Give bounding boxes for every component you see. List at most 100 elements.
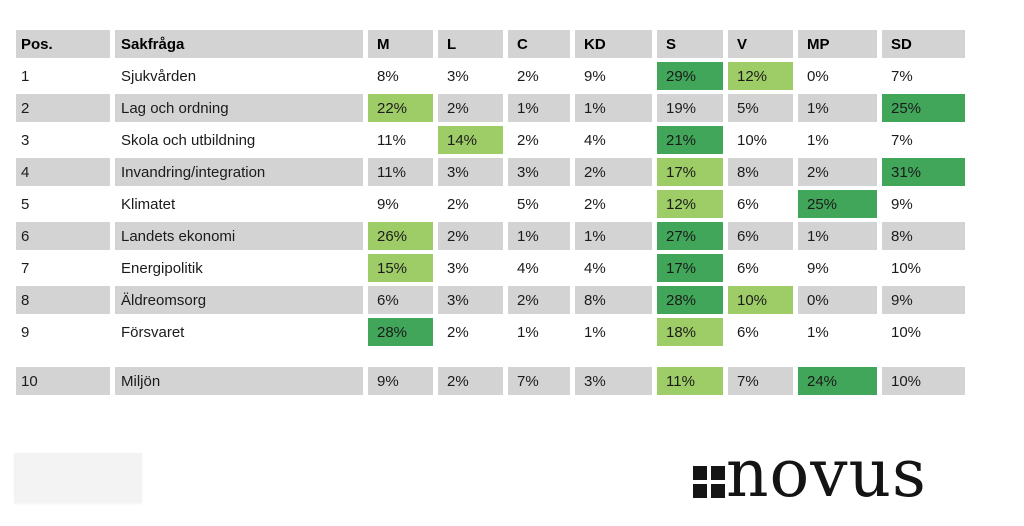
cell-value-c: 1% — [517, 323, 539, 341]
cell-position: 3 — [21, 131, 30, 149]
cell-value-c: 7% — [508, 367, 570, 395]
cell-value-v: 8% — [728, 158, 793, 186]
cell-value-m: 15% — [368, 254, 433, 282]
cell-position: 9 — [21, 323, 30, 341]
column-header-sd: SD — [882, 30, 965, 58]
cell-topic: Skola och utbildning — [121, 131, 256, 149]
cell-position: 5 — [21, 195, 30, 213]
cell-value-kd: 2% — [584, 195, 606, 213]
cell-value-s: 29% — [657, 62, 723, 90]
cell-value-kd: 2% — [575, 158, 652, 186]
table-section-gap — [16, 350, 965, 363]
cell-value-kd: 1% — [575, 222, 652, 250]
logo-square — [693, 484, 707, 498]
cell-value-sd: 8% — [882, 222, 965, 250]
cell-value-v: 6% — [737, 259, 759, 277]
cell-topic: Klimatet — [121, 195, 176, 213]
cell-topic: Energipolitik — [121, 259, 203, 277]
cell-value-c: 3% — [508, 158, 570, 186]
cell-value-c: 1% — [508, 222, 570, 250]
cell-value-m: 11% — [368, 158, 433, 186]
cell-value-sd: 31% — [882, 158, 965, 186]
cell-value-m: 11% — [377, 131, 406, 149]
cell-value-v: 10% — [728, 286, 793, 314]
cell-value-m: 26% — [368, 222, 433, 250]
cell-value-s: 28% — [657, 286, 723, 314]
cell-value-v: 5% — [728, 94, 793, 122]
cell-value-m: 28% — [368, 318, 433, 346]
cell-value-kd: 3% — [575, 367, 652, 395]
cell-value-mp: 0% — [798, 286, 877, 314]
cell-value-v: 6% — [737, 323, 759, 341]
cell-value-c: 2% — [517, 131, 539, 149]
cell-value-kd: 1% — [575, 94, 652, 122]
column-header-m: M — [368, 30, 433, 58]
cell-position: 10 — [16, 367, 110, 395]
cell-value-sd: 10% — [891, 323, 922, 341]
column-header-sakfraga: Sakfråga — [115, 30, 363, 58]
cell-value-s: 17% — [657, 254, 723, 282]
cell-value-mp: 1% — [798, 222, 877, 250]
cell-topic: Landets ekonomi — [115, 222, 363, 250]
cell-position: 4 — [16, 158, 110, 186]
cell-value-l: 14% — [438, 126, 503, 154]
cell-value-l: 2% — [447, 323, 469, 341]
cell-value-l: 2% — [438, 367, 503, 395]
cell-value-l: 3% — [447, 67, 469, 85]
cell-value-m: 8% — [377, 67, 399, 85]
cell-value-kd: 8% — [575, 286, 652, 314]
cell-value-s: 17% — [657, 158, 723, 186]
cell-value-kd: 4% — [584, 259, 606, 277]
cell-position: 8 — [16, 286, 110, 314]
cell-value-sd: 10% — [891, 259, 922, 277]
cell-value-s: 12% — [657, 190, 723, 218]
column-header-mp: MP — [798, 30, 877, 58]
logo-square — [693, 466, 707, 480]
cell-value-l: 3% — [447, 259, 469, 277]
column-header-l: L — [438, 30, 503, 58]
cell-position: 7 — [21, 259, 30, 277]
cell-value-mp: 1% — [807, 131, 829, 149]
cell-value-c: 4% — [517, 259, 539, 277]
bottom-left-placeholder-box — [14, 453, 142, 503]
cell-value-m: 22% — [368, 94, 433, 122]
cell-value-kd: 1% — [584, 323, 606, 341]
cell-value-mp: 0% — [807, 67, 829, 85]
cell-value-l: 3% — [438, 158, 503, 186]
cell-topic: Äldreomsorg — [115, 286, 363, 314]
cell-value-m: 9% — [368, 367, 433, 395]
cell-value-v: 6% — [728, 222, 793, 250]
cell-value-sd: 25% — [882, 94, 965, 122]
column-header-s: S — [657, 30, 723, 58]
logo-square — [711, 466, 725, 480]
cell-value-sd: 9% — [891, 195, 913, 213]
cell-value-s: 21% — [657, 126, 723, 154]
cell-value-kd: 4% — [584, 131, 606, 149]
cell-value-sd: 10% — [882, 367, 965, 395]
cell-value-v: 7% — [728, 367, 793, 395]
cell-value-sd: 9% — [882, 286, 965, 314]
column-header-pos: Pos. — [16, 30, 110, 58]
column-header-kd: KD — [575, 30, 652, 58]
cell-value-c: 2% — [508, 286, 570, 314]
cell-position: 1 — [21, 67, 30, 85]
cell-value-v: 6% — [737, 195, 759, 213]
cell-value-c: 1% — [508, 94, 570, 122]
cell-value-sd: 7% — [891, 67, 913, 85]
cell-topic: Invandring/integration — [115, 158, 363, 186]
cell-value-l: 3% — [438, 286, 503, 314]
cell-value-mp: 24% — [798, 367, 877, 395]
cell-topic: Sjukvården — [121, 67, 197, 85]
novus-logo-text: novus — [726, 435, 927, 512]
cell-value-m: 9% — [377, 195, 399, 213]
cell-value-s: 27% — [657, 222, 723, 250]
column-header-c: C — [508, 30, 570, 58]
cell-value-c: 2% — [517, 67, 539, 85]
cell-position: 6 — [16, 222, 110, 250]
cell-value-v: 12% — [728, 62, 793, 90]
cell-value-s: 11% — [657, 367, 723, 395]
cell-value-m: 6% — [368, 286, 433, 314]
cell-value-mp: 1% — [798, 94, 877, 122]
column-header-v: V — [728, 30, 793, 58]
cell-value-mp: 9% — [807, 259, 829, 277]
